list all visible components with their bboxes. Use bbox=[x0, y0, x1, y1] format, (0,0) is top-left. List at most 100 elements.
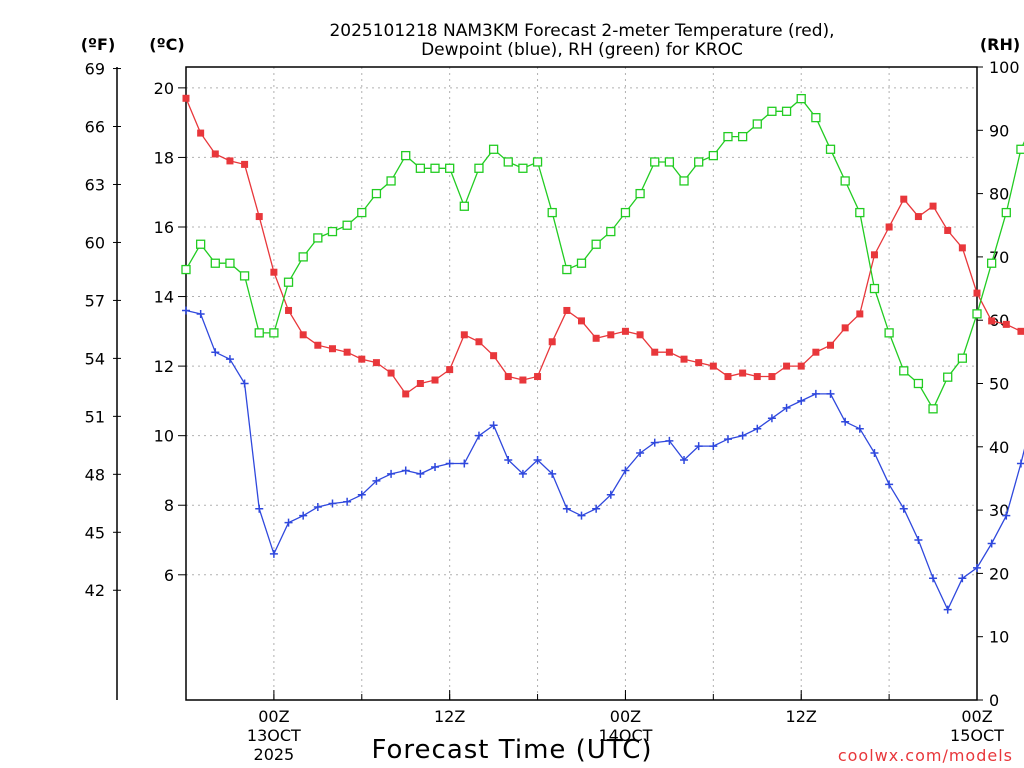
fahrenheit-tick-label: 66 bbox=[85, 118, 105, 137]
dewpoint-point bbox=[387, 469, 396, 478]
rh-point bbox=[327, 226, 338, 237]
temperature-point bbox=[534, 373, 542, 381]
fahrenheit-tick-label: 57 bbox=[85, 291, 105, 310]
dewpoint-point bbox=[606, 490, 615, 499]
celsius-unit-label: (ºC) bbox=[149, 35, 184, 54]
temperature-point bbox=[416, 380, 424, 387]
rh-point bbox=[840, 176, 850, 186]
credit-text: coolwx.com/models bbox=[838, 746, 1013, 765]
temperature-point bbox=[548, 338, 556, 346]
x-tick-label: 15OCT bbox=[950, 726, 1004, 745]
temperature-point bbox=[768, 373, 776, 381]
rh-point bbox=[474, 163, 484, 173]
temperature-point bbox=[695, 359, 703, 367]
temperature-point bbox=[841, 324, 849, 332]
temperature-point bbox=[1002, 320, 1010, 328]
celsius-tick-label: 12 bbox=[154, 357, 174, 376]
rh-tick-label: 20 bbox=[989, 564, 1009, 583]
temperature-point bbox=[665, 348, 673, 356]
temperature-point bbox=[270, 268, 278, 276]
rh-point bbox=[620, 207, 631, 218]
rh-tick-label: 40 bbox=[989, 438, 1009, 457]
temperature-point bbox=[783, 362, 791, 370]
rh-line bbox=[185, 97, 1024, 411]
temperature-point bbox=[812, 348, 820, 356]
celsius-tick-label: 8 bbox=[164, 496, 174, 515]
rh-point bbox=[386, 176, 396, 186]
rh-point bbox=[547, 207, 557, 218]
dewpoint-point bbox=[240, 379, 249, 388]
rh-tick-label: 90 bbox=[989, 121, 1009, 140]
dewpoint-point bbox=[665, 436, 674, 445]
rh-point bbox=[635, 188, 645, 199]
dewpoint-point bbox=[855, 424, 864, 433]
temperature-point bbox=[431, 376, 439, 384]
dewpoint-point bbox=[431, 462, 440, 471]
rh-point bbox=[1001, 207, 1011, 218]
temperature-point bbox=[739, 369, 747, 377]
rh-point bbox=[488, 144, 499, 154]
temperature-point bbox=[944, 226, 952, 234]
rh-point bbox=[532, 157, 543, 167]
temperature-point bbox=[651, 348, 659, 356]
dewpoint-point bbox=[211, 348, 220, 357]
rh-point bbox=[591, 239, 601, 249]
dewpoint-point bbox=[474, 431, 483, 440]
dewpoint-point bbox=[723, 435, 732, 444]
temperature-point bbox=[358, 355, 366, 363]
rh-point bbox=[357, 207, 367, 218]
data-series bbox=[181, 94, 1024, 614]
rh-point bbox=[986, 258, 997, 268]
dewpoint-point bbox=[636, 449, 645, 458]
fahrenheit-tick-label: 60 bbox=[85, 233, 105, 252]
dewpoint-point bbox=[592, 504, 601, 513]
rh-point bbox=[796, 94, 806, 104]
rh-point bbox=[342, 220, 352, 230]
temperature-point bbox=[460, 331, 468, 339]
fahrenheit-tick-label: 54 bbox=[85, 349, 105, 368]
dewpoint-point bbox=[738, 431, 747, 440]
rh-point bbox=[239, 271, 250, 281]
dewpoint-point bbox=[811, 389, 820, 398]
rh-point bbox=[752, 119, 762, 129]
temperature-point bbox=[328, 345, 336, 353]
rh-point bbox=[225, 258, 235, 268]
rh-point bbox=[445, 163, 455, 173]
dewpoint-point bbox=[767, 414, 776, 423]
dewpoint-point bbox=[753, 424, 762, 433]
temperature-point bbox=[343, 348, 351, 356]
rh-point bbox=[313, 233, 323, 243]
celsius-tick-label: 20 bbox=[154, 79, 174, 98]
fahrenheit-unit-label: (ºF) bbox=[81, 35, 116, 54]
plot-frame bbox=[185, 66, 978, 701]
temperature-point bbox=[607, 331, 615, 339]
temperature-point bbox=[797, 362, 805, 370]
chart-title-line-1: 2025101218 NAM3KM Forecast 2-meter Tempe… bbox=[329, 21, 834, 41]
rh-point bbox=[957, 353, 968, 363]
fahrenheit-tick-label: 63 bbox=[85, 175, 105, 194]
fahrenheit-tick-label: 45 bbox=[85, 523, 105, 542]
dewpoint-point bbox=[445, 459, 454, 468]
rh-point bbox=[869, 283, 880, 294]
temperature-point bbox=[402, 390, 410, 398]
dewpoint-point bbox=[958, 574, 967, 583]
temperature-point bbox=[241, 160, 249, 168]
dewpoint-point bbox=[299, 511, 308, 520]
temperature-point bbox=[914, 213, 922, 221]
dewpoint-point bbox=[1002, 511, 1011, 520]
rh-point bbox=[401, 150, 411, 161]
celsius-tick-label: 10 bbox=[154, 427, 174, 446]
temperature-point bbox=[446, 366, 454, 374]
temperature-point bbox=[285, 306, 293, 314]
temperature-point bbox=[182, 94, 190, 102]
x-tick-label: 12Z bbox=[434, 707, 465, 726]
rh-point bbox=[650, 157, 660, 167]
rh-point bbox=[884, 328, 894, 338]
temperature-point bbox=[870, 251, 878, 259]
rh-point bbox=[415, 163, 426, 173]
celsius-tick-label: 18 bbox=[154, 148, 174, 167]
rh-point bbox=[518, 163, 528, 173]
dewpoint-point bbox=[987, 539, 996, 548]
temperature-point bbox=[753, 373, 761, 381]
temperature-point bbox=[255, 213, 263, 221]
